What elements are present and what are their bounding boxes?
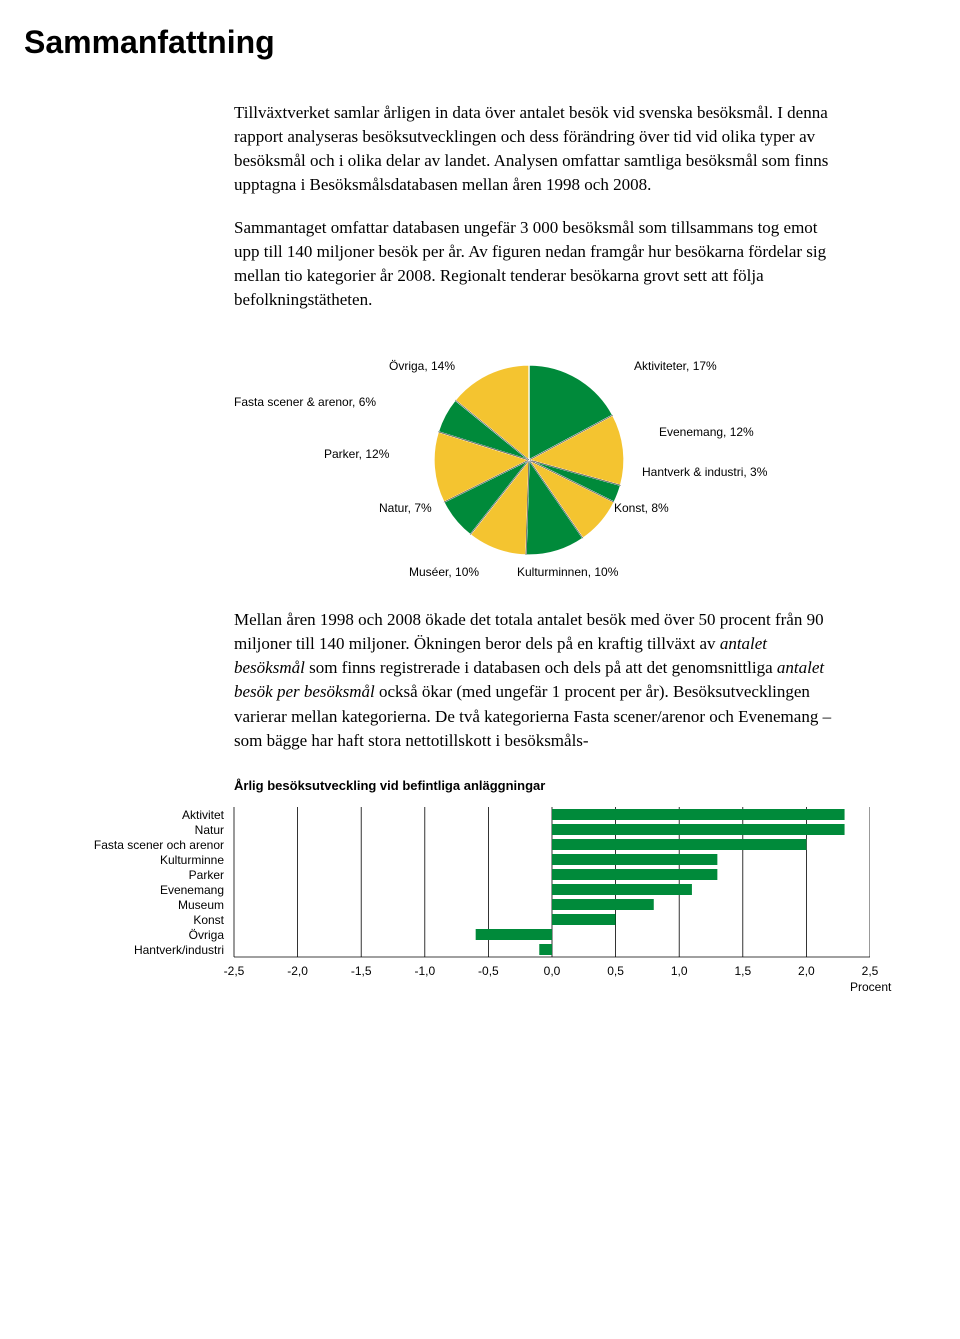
- x-tick-label: 0,0: [532, 963, 572, 980]
- bar: [552, 854, 717, 865]
- bar: [476, 929, 552, 940]
- x-tick-label: -1,5: [341, 963, 381, 980]
- x-axis-label: Procent: [850, 979, 891, 996]
- x-tick-label: -0,5: [468, 963, 508, 980]
- paragraph-2: Sammantaget omfattar databasen ungefär 3…: [234, 216, 834, 313]
- x-tick-label: -2,5: [214, 963, 254, 980]
- pie-svg: [429, 360, 629, 560]
- pie-label: Evenemang, 12%: [659, 424, 754, 441]
- bar: [552, 884, 692, 895]
- bar: [552, 899, 654, 910]
- pie-label: Parker, 12%: [324, 446, 389, 463]
- x-tick-label: -2,0: [278, 963, 318, 980]
- paragraph-3: Mellan åren 1998 och 2008 ökade det tota…: [234, 608, 834, 753]
- x-tick-label: 1,5: [723, 963, 763, 980]
- paragraph-1: Tillväxtverket samlar årligen in data öv…: [234, 101, 834, 198]
- pie-label: Hantverk & industri, 3%: [642, 464, 767, 481]
- pie-label: Kulturminnen, 10%: [517, 564, 618, 581]
- pie-chart: Aktiviteter, 17% Evenemang, 12% Hantverk &…: [234, 330, 834, 590]
- bar: [552, 914, 616, 925]
- pie-label: Konst, 8%: [614, 500, 669, 517]
- pie-label: Natur, 7%: [379, 500, 432, 517]
- pie-label: Aktiviteter, 17%: [634, 358, 717, 375]
- pie-label: Fasta scener & arenor, 6%: [234, 394, 376, 411]
- body-column: Tillväxtverket samlar årligen in data öv…: [234, 101, 834, 1011]
- bar: [552, 824, 845, 835]
- pie-label: Övriga, 14%: [389, 358, 455, 375]
- x-tick-label: 2,0: [786, 963, 826, 980]
- x-tick-label: 2,5: [850, 963, 890, 980]
- bar: [552, 839, 806, 850]
- bar: [539, 944, 552, 955]
- x-tick-label: 0,5: [596, 963, 636, 980]
- bar: [552, 809, 845, 820]
- bar-chart: -2,5-2,0-1,5-1,0-0,50,00,51,01,52,02,5Pr…: [24, 801, 870, 1011]
- bar: [552, 869, 717, 880]
- x-tick-label: 1,0: [659, 963, 699, 980]
- bar-chart-title: Årlig besöksutveckling vid befintliga an…: [234, 777, 834, 795]
- para3-text-c: som finns registrerade i databasen och d…: [305, 658, 777, 677]
- x-tick-label: -1,0: [405, 963, 445, 980]
- pie-label: Muséer, 10%: [409, 564, 479, 581]
- bar-category-label: Hantverk/industri: [24, 942, 224, 959]
- page-title: Sammanfattning: [24, 24, 870, 61]
